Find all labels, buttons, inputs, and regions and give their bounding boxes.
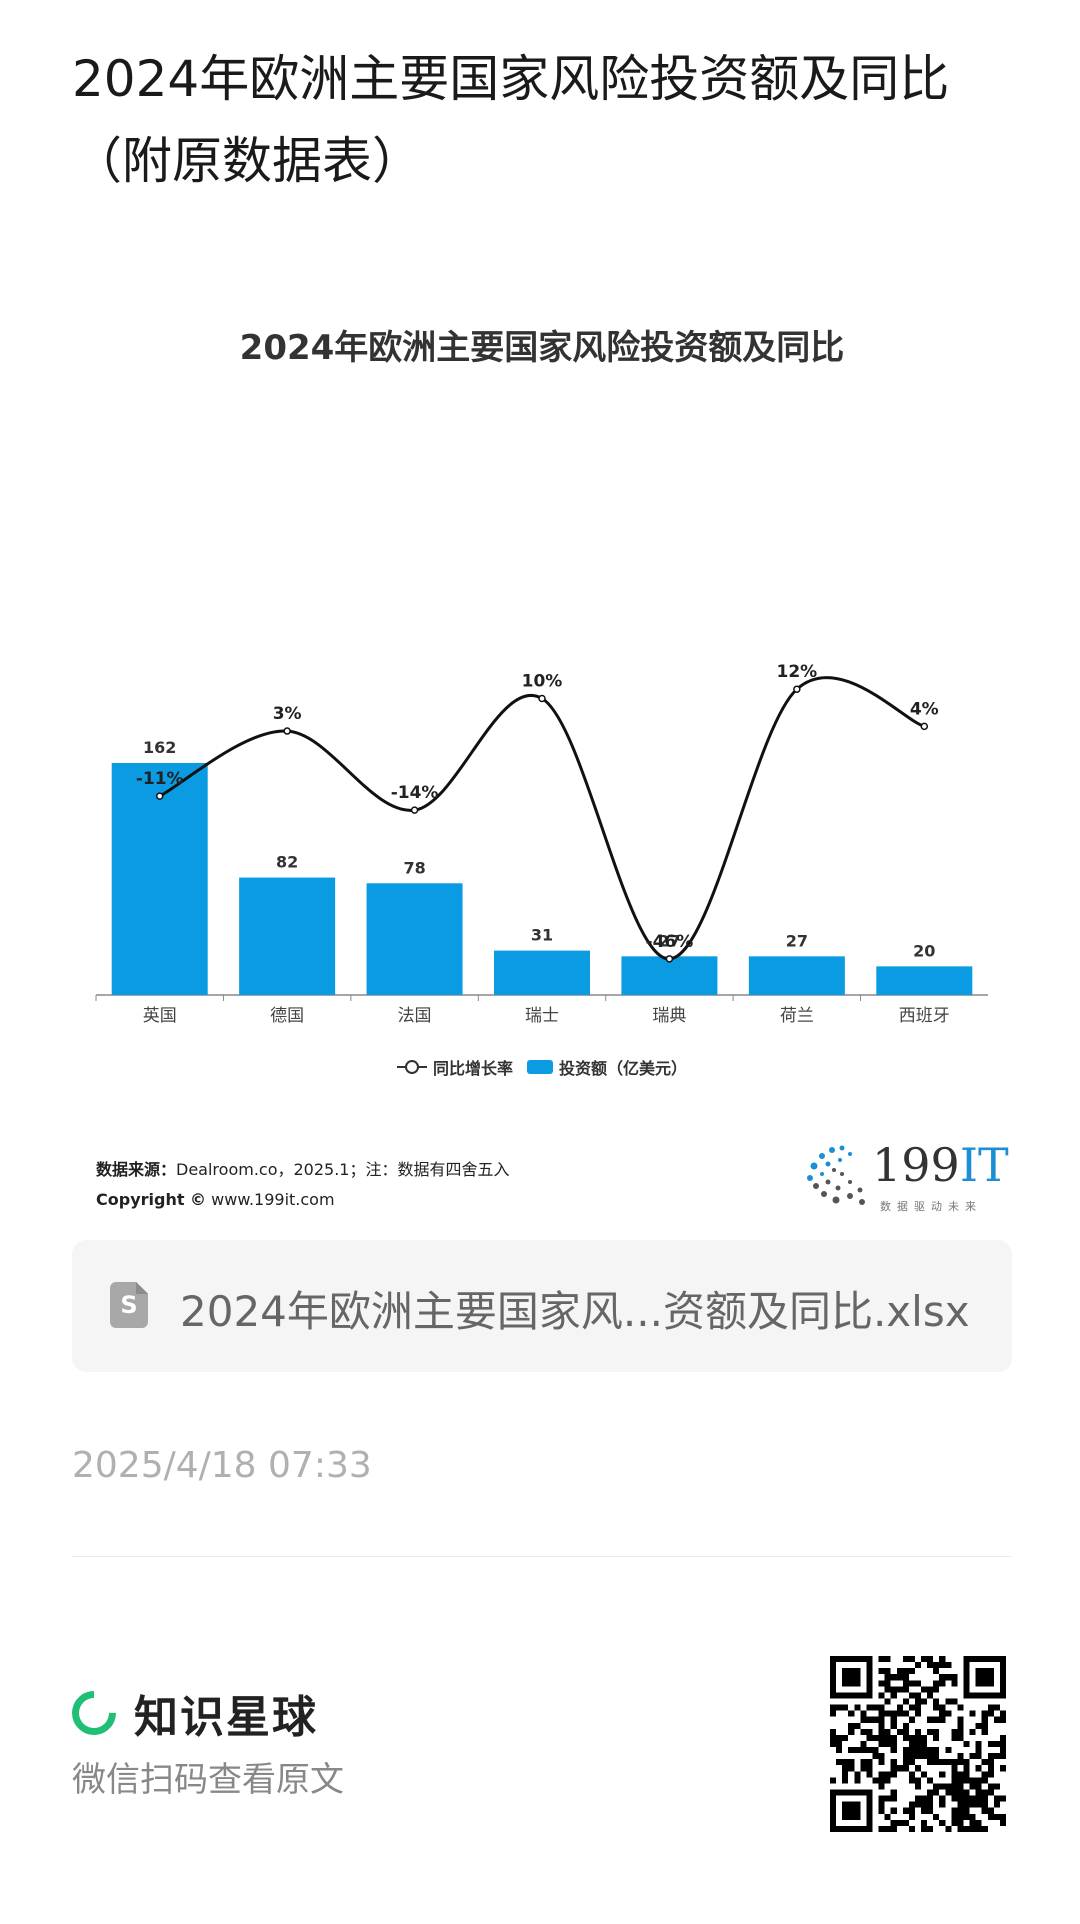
attachment-card[interactable]: S 2024年欧洲主要国家风...资额及同比.xlsx	[72, 1240, 1012, 1372]
post-title: 2024年欧洲主要国家风险投资额及同比（附原数据表）	[72, 50, 950, 190]
bar-value-label: 162	[143, 738, 176, 757]
growth-point-2	[410, 806, 419, 814]
brand-name: 知识星球	[134, 1692, 318, 1743]
copyright-label: Copyright ©	[96, 1190, 207, 1209]
zhishi-xingqiu-ring-icon	[62, 1681, 126, 1745]
199it-logo: 199IT 数据驱动未来	[802, 1136, 1009, 1226]
combo-chart: 162 英国 82 德国 78 法国 31 瑞士 27 瑞典 27 荷兰 20 西班牙 -11% 3% -14%…	[95, 662, 988, 1026]
growth-value-label: -11%	[136, 769, 184, 789]
growth-point-4	[665, 955, 674, 963]
growth-value-label: 3%	[273, 704, 302, 724]
bar-1	[239, 877, 336, 995]
growth-value-label: -46%	[646, 932, 694, 952]
chart-image[interactable]: 2024年欧洲主要国家风险投资额及同比 162 英国 82 德国 78 法国 31 瑞士 27 瑞…	[72, 300, 1012, 1220]
brand: 知识星球	[62, 1681, 318, 1745]
divider	[72, 1556, 1012, 1557]
logo-dots-icon	[807, 1145, 865, 1205]
growth-value-label: 10%	[522, 672, 563, 692]
x-tick-label: 瑞士	[525, 1006, 559, 1026]
legend-item-amount: 投资额（亿美元）	[527, 1055, 687, 1079]
x-tick-label: 荷兰	[780, 1006, 814, 1026]
growth-value-label: -14%	[391, 783, 439, 803]
bar-3	[494, 950, 590, 995]
legend-bar-swatch	[527, 1060, 553, 1074]
chart-title: 2024年欧洲主要国家风险投资额及同比	[239, 328, 845, 368]
legend-line-marker	[396, 1060, 427, 1074]
bar-2	[366, 883, 463, 995]
x-tick-label: 德国	[270, 1006, 304, 1026]
legend-label-growth: 同比增长率	[432, 1059, 513, 1078]
bar-5	[748, 956, 845, 995]
x-tick-label: 西班牙	[899, 1006, 950, 1026]
chart-legend: 同比增长率 投资额（亿美元）	[72, 1055, 1012, 1079]
bar-4	[621, 956, 718, 995]
growth-point-1	[283, 727, 291, 735]
bar-0	[111, 763, 208, 995]
bar-value-label: 82	[276, 853, 298, 872]
x-tick-label: 瑞典	[652, 1006, 686, 1026]
file-icon-letter: S	[120, 1291, 138, 1319]
source-label: 数据来源：	[96, 1160, 177, 1179]
bar-value-label: 78	[403, 858, 425, 877]
logo-suffix: IT	[959, 1138, 1009, 1192]
copyright-site: www.199it.com	[211, 1190, 335, 1209]
legend-label-amount: 投资额（亿美元）	[559, 1059, 688, 1078]
qr-code[interactable]	[830, 1656, 1006, 1832]
scan-hint: 微信扫码查看原文	[72, 1760, 344, 1800]
growth-rate-line	[159, 676, 925, 961]
x-tick-label: 英国	[143, 1006, 177, 1026]
growth-value-label: 12%	[777, 662, 818, 682]
growth-point-5	[793, 685, 801, 693]
source-text: Dealroom.co，2025.1；注：数据有四舍五入	[176, 1160, 510, 1179]
bar-value-label: 27	[786, 931, 808, 950]
legend-item-growth: 同比增长率	[396, 1055, 513, 1079]
bar-value-label: 20	[913, 941, 935, 960]
bar-6	[876, 966, 973, 995]
growth-point-0	[155, 792, 164, 800]
logo-tagline: 数据驱动未来	[880, 1200, 982, 1213]
x-tick-label: 法国	[398, 1006, 432, 1026]
bar-value-label: 27	[658, 931, 680, 950]
logo-number: 199	[872, 1138, 960, 1192]
growth-value-label: 4%	[910, 699, 939, 719]
growth-point-3	[538, 694, 546, 703]
growth-point-6	[920, 722, 929, 731]
bar-value-label: 31	[531, 926, 553, 945]
spreadsheet-icon: S	[110, 1282, 148, 1328]
post-timestamp: 2025/4/18 07:33	[72, 1445, 372, 1486]
attachment-file-name[interactable]: 2024年欧洲主要国家风...资额及同比.xlsx	[180, 1287, 970, 1336]
source-note: 数据来源：Dealroom.co，2025.1；注：数据有四舍五入 Copyri…	[96, 1155, 509, 1215]
